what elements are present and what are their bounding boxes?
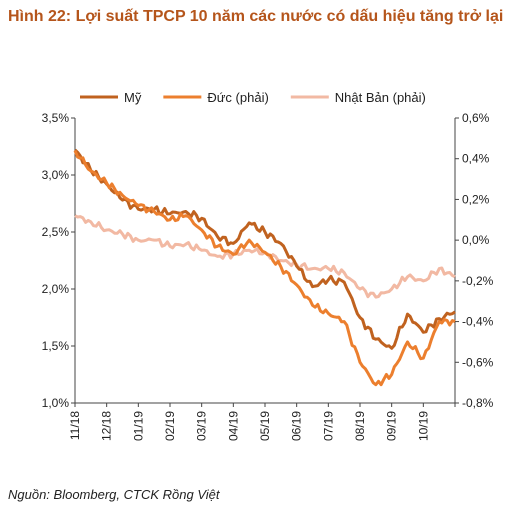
x-tick-label: 09/19 — [385, 411, 399, 441]
right-tick-label: -0,2% — [462, 274, 494, 288]
legend-label: Đức (phải) — [207, 90, 268, 105]
left-tick-label: 1,5% — [42, 339, 70, 353]
left-tick-label: 3,0% — [42, 168, 70, 182]
x-tick-label: 05/19 — [258, 411, 272, 441]
x-tick-label: 11/18 — [68, 411, 82, 440]
x-tick-label: 03/19 — [195, 411, 209, 441]
left-tick-label: 2,5% — [42, 225, 70, 239]
right-tick-label: -0,4% — [462, 315, 494, 329]
chart-title: Hình 22: Lợi suất TPCP 10 năm các nước c… — [8, 8, 504, 25]
right-tick-label: -0,6% — [462, 355, 494, 369]
legend-label: Mỹ — [124, 90, 142, 105]
right-tick-label: 0,2% — [462, 192, 490, 206]
right-tick-label: -0,8% — [462, 396, 494, 410]
x-tick-label: 06/19 — [290, 411, 304, 441]
left-tick-label: 1,0% — [42, 396, 70, 410]
series-line-2 — [74, 214, 456, 299]
source-note: Nguồn: Bloomberg, CTCK Rồng Việt — [8, 487, 220, 502]
legend-label: Nhật Bản (phải) — [335, 90, 426, 105]
right-tick-label: 0,6% — [462, 111, 490, 125]
series-line-0 — [73, 148, 456, 350]
x-tick-label: 02/19 — [163, 411, 177, 441]
x-tick-label: 04/19 — [226, 411, 240, 441]
right-tick-label: 0,0% — [462, 233, 490, 247]
right-tick-label: 0,4% — [462, 152, 490, 166]
x-tick-label: 08/19 — [353, 411, 367, 441]
series-line-1 — [73, 150, 456, 387]
x-tick-label: 07/19 — [321, 411, 335, 441]
left-tick-label: 3,5% — [42, 111, 70, 125]
left-tick-label: 2,0% — [42, 282, 70, 296]
x-tick-label: 10/19 — [416, 411, 430, 441]
x-tick-label: 12/18 — [100, 411, 114, 441]
x-tick-label: 01/19 — [131, 411, 145, 441]
